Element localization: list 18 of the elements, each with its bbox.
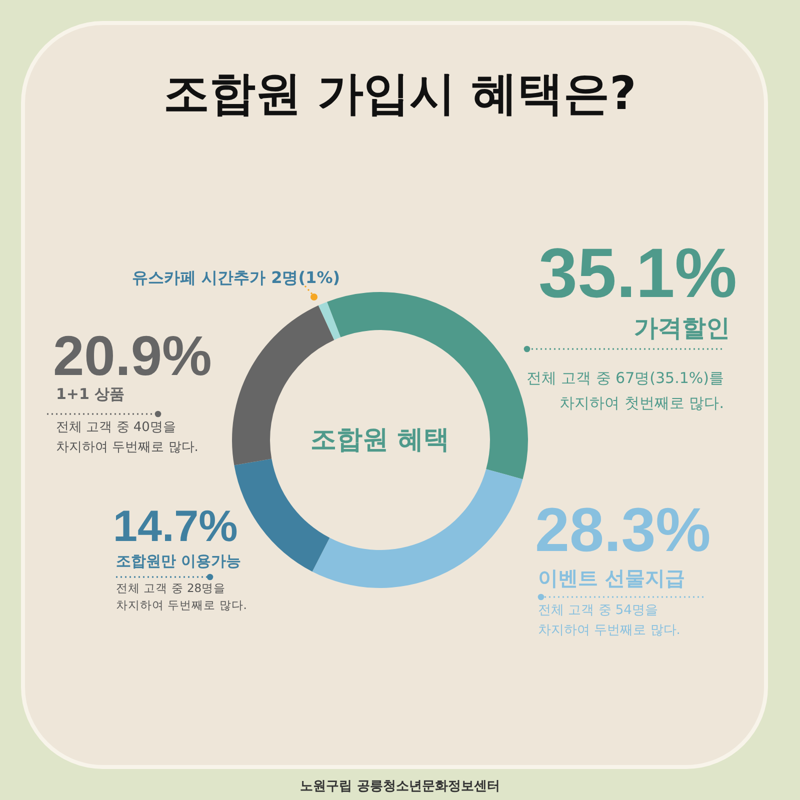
text: 전체 고객 중 54명을 차지하여 두번째로 많다. [538,603,680,638]
text: 전체 고객 중 40명을 차지하여 두번째로 많다. [56,420,198,455]
chart-title: 조합원 가입시 혜택은? [164,66,636,120]
slice-label: 조합원만 이용가능 [116,552,242,570]
donut-slice [318,302,341,340]
slice-label: 이벤트 선물지급 [538,566,685,590]
data-label: 35.1% [538,234,737,312]
text: 노원구립 공릉청소년문화정보센터 [300,779,500,794]
text: 전체 고객 중 28명을 차지하여 두번째로 많다. [116,581,247,612]
slice-label: 유스카페 시간추가 2명(1%) [132,268,340,287]
data-label: 14.7% [113,502,238,551]
text: 전체 고객 중 67명(35.1%)를 차지하여 첫번째로 많다. [526,369,724,412]
text: 조합원 혜택 [310,425,450,455]
slice-label: 1+1 상품 [56,385,125,403]
donut-slice [312,469,523,588]
data-label: 20.9% [53,324,212,387]
data-label: 28.3% [535,496,711,565]
slice-label: 가격할인 [634,314,730,342]
